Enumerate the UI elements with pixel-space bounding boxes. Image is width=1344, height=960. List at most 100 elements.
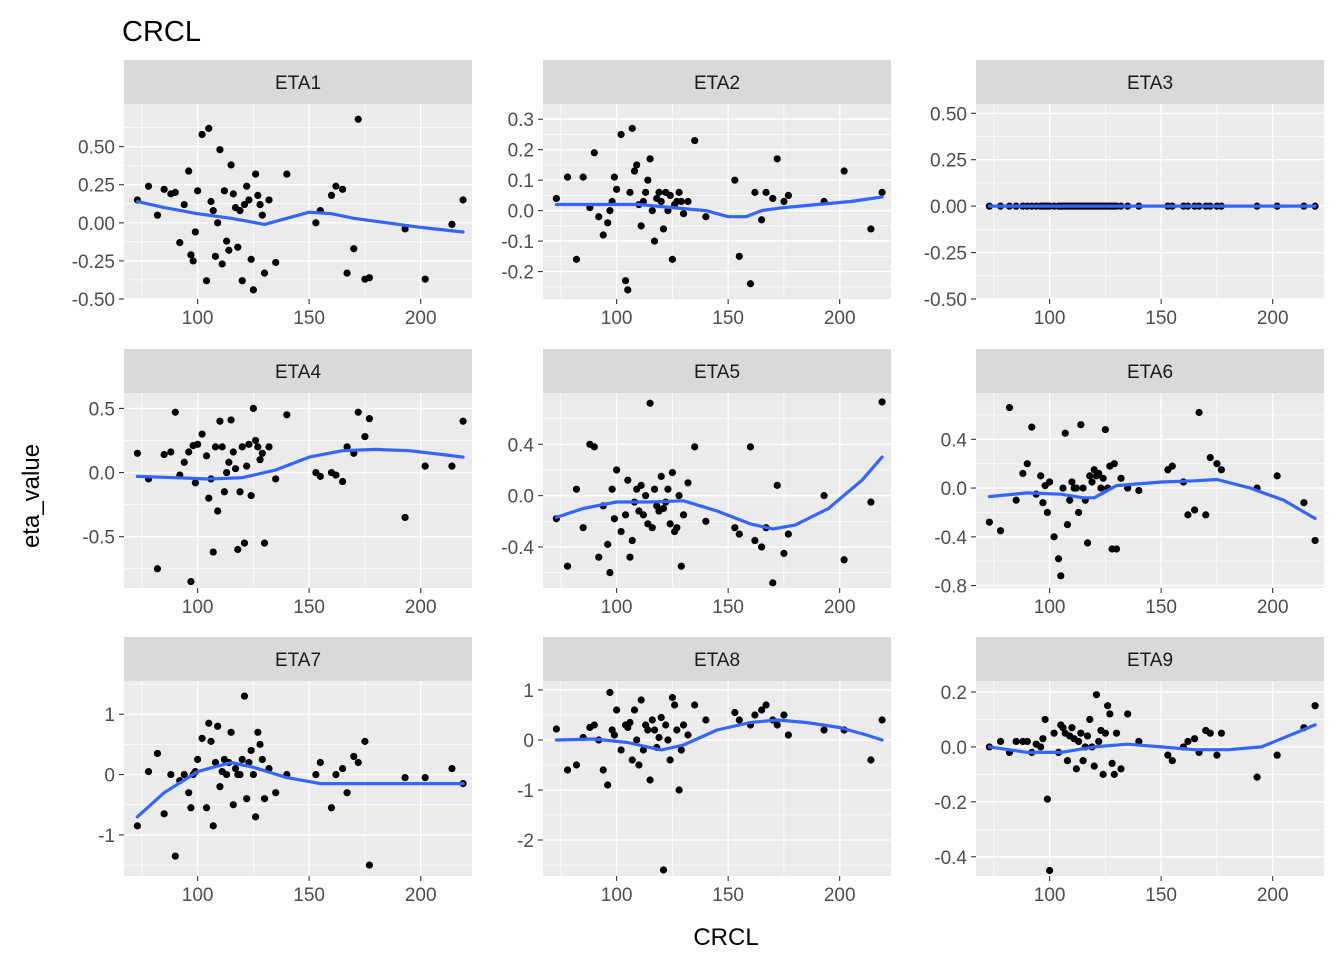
- data-point: [421, 275, 429, 283]
- data-point: [194, 755, 202, 764]
- data-point: [1117, 474, 1125, 482]
- data-point: [361, 737, 369, 745]
- data-point: [339, 185, 347, 193]
- data-point: [365, 415, 373, 423]
- data-point: [316, 758, 324, 767]
- data-point: [617, 746, 625, 754]
- y-axis-title: eta_value: [18, 444, 45, 548]
- data-point: [225, 458, 233, 466]
- data-point: [1110, 770, 1118, 778]
- data-point: [1037, 472, 1045, 480]
- data-point: [1077, 729, 1085, 737]
- data-point: [684, 479, 692, 487]
- smooth-line: [554, 718, 884, 752]
- data-point: [1063, 521, 1072, 529]
- data-point: [260, 269, 269, 277]
- strip-label: ETA5: [694, 362, 740, 383]
- data-point: [240, 539, 249, 547]
- data-point: [606, 688, 614, 697]
- data-point: [202, 804, 211, 812]
- data-point: [205, 124, 213, 132]
- data-point: [867, 498, 875, 506]
- data-point: [234, 545, 242, 554]
- data-point: [216, 417, 224, 425]
- x-tick-label: 150: [293, 597, 325, 618]
- y-tick-label: 0.2: [941, 683, 967, 704]
- data-point: [448, 462, 456, 470]
- data-point: [207, 737, 215, 745]
- data-point: [1099, 770, 1107, 778]
- data-point: [209, 822, 217, 830]
- data-point: [606, 207, 614, 215]
- data-point: [1039, 735, 1047, 743]
- data-point: [773, 481, 781, 489]
- data-point: [312, 770, 320, 779]
- data-point: [780, 549, 788, 557]
- data-point: [684, 731, 692, 739]
- data-point: [626, 718, 634, 727]
- data-point: [758, 216, 766, 224]
- data-point: [339, 764, 347, 773]
- data-point: [878, 716, 886, 724]
- data-point: [1079, 757, 1087, 765]
- data-point: [1083, 539, 1092, 547]
- data-point: [229, 448, 237, 456]
- panel-background: [976, 393, 1324, 588]
- data-point: [283, 411, 291, 419]
- data-point: [624, 476, 632, 484]
- data-point: [1068, 478, 1076, 486]
- data-point: [459, 417, 467, 425]
- data-point: [258, 449, 266, 457]
- data-point: [272, 258, 280, 267]
- data-point: [171, 852, 179, 860]
- data-point: [211, 758, 220, 767]
- panel-background: [543, 681, 891, 876]
- data-point: [214, 722, 222, 730]
- data-point: [646, 776, 654, 784]
- x-tick-label: 150: [712, 597, 744, 618]
- y-tick-label: 0.00: [930, 197, 967, 218]
- data-point: [243, 182, 251, 190]
- data-point: [227, 728, 235, 736]
- x-tick-label: 100: [182, 885, 214, 906]
- y-tick-label: 0.0: [941, 479, 967, 500]
- panel-background: [124, 104, 472, 299]
- x-tick-label: 150: [712, 308, 744, 329]
- data-point: [1059, 484, 1067, 492]
- facet-eta5: ETA5 100 150 200 -0.4 0.0 0.4: [501, 349, 891, 618]
- x-tick-label: 200: [405, 885, 437, 906]
- data-point: [644, 176, 652, 184]
- smooth-line: [554, 195, 884, 219]
- y-tick-label: 1: [104, 705, 115, 726]
- data-point: [227, 161, 235, 169]
- data-point: [354, 408, 362, 416]
- data-point: [160, 810, 168, 818]
- data-point: [214, 507, 222, 515]
- data-point: [780, 197, 788, 206]
- data-point: [621, 511, 630, 519]
- data-point: [247, 492, 255, 500]
- data-point: [1057, 572, 1065, 580]
- data-point: [1168, 757, 1176, 765]
- x-tick-label: 100: [182, 308, 214, 329]
- data-point: [220, 187, 228, 195]
- x-tick-label: 150: [293, 308, 325, 329]
- data-point: [1311, 702, 1319, 710]
- data-point: [1068, 724, 1076, 732]
- data-point: [650, 237, 659, 245]
- data-point: [1135, 486, 1143, 495]
- data-point: [211, 443, 220, 451]
- data-point: [613, 466, 621, 474]
- data-point: [1135, 737, 1143, 746]
- data-point: [218, 260, 226, 268]
- data-point: [668, 693, 676, 702]
- y-tick-label: 0.1: [508, 171, 534, 192]
- data-point: [552, 194, 560, 203]
- data-point: [820, 726, 828, 734]
- data-point: [227, 416, 235, 424]
- data-points: [985, 404, 1319, 580]
- data-point: [590, 721, 598, 729]
- strip-label: ETA8: [694, 650, 740, 671]
- data-point: [332, 471, 340, 479]
- strip-background: [543, 60, 891, 104]
